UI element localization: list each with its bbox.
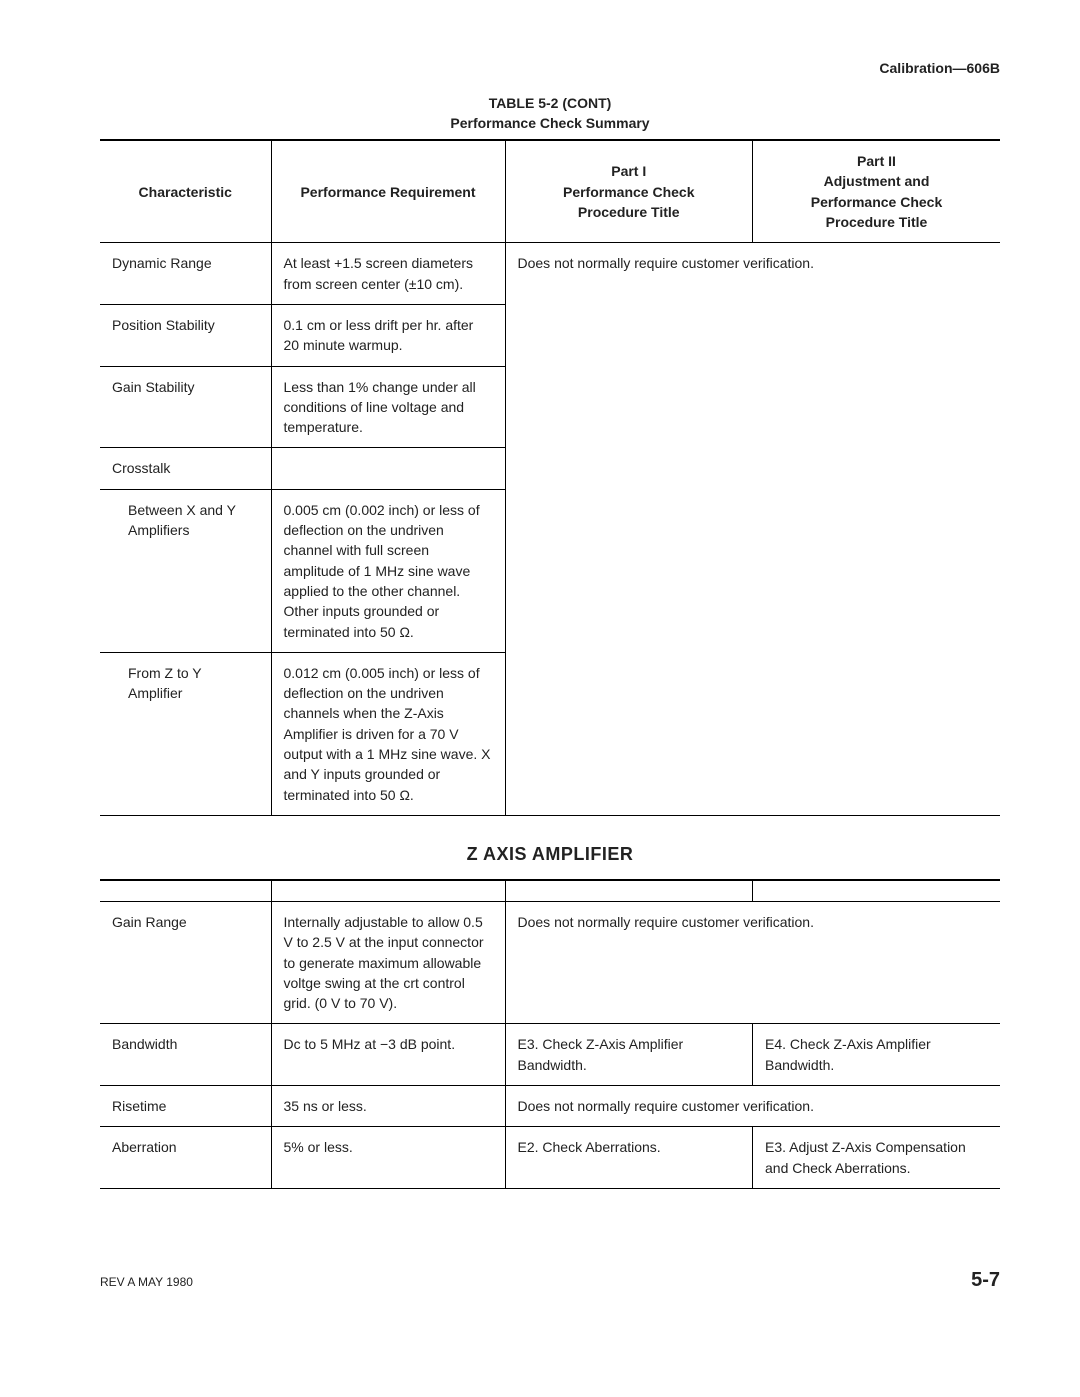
requirement-cell: 0.005 cm (0.002 inch) or less of deflect… xyxy=(271,489,505,652)
table-title-line1: TABLE 5-2 (CONT) xyxy=(489,95,612,111)
document-header: Calibration—606B xyxy=(100,60,1000,76)
characteristic-cell: Gain Stability xyxy=(100,366,271,448)
part1-cell: E3. Check Z-Axis Amplifier Bandwidth. xyxy=(505,1024,753,1086)
part1-cell: E2. Check Aberrations. xyxy=(505,1127,753,1189)
characteristic-cell: Bandwidth xyxy=(100,1024,271,1086)
requirement-cell: Internally adjustable to allow 0.5 V to … xyxy=(271,901,505,1023)
col-header-part1: Part I Performance Check Procedure Title xyxy=(505,140,753,243)
table-title: TABLE 5-2 (CONT) Performance Check Summa… xyxy=(100,94,1000,133)
table-title-line2: Performance Check Summary xyxy=(450,115,649,131)
requirement-cell xyxy=(271,448,505,489)
performance-table-b: Gain RangeInternally adjustable to allow… xyxy=(100,879,1000,1189)
requirement-cell: 35 ns or less. xyxy=(271,1085,505,1126)
characteristic-cell: From Z to Y Amplifier xyxy=(100,652,271,815)
verification-cell: Does not normally require customer verif… xyxy=(505,243,1000,816)
footer-rev: REV A MAY 1980 xyxy=(100,1275,193,1289)
part2-cell: E3. Adjust Z-Axis Compensation and Check… xyxy=(753,1127,1001,1189)
col-header-requirement: Performance Requirement xyxy=(271,140,505,243)
requirement-cell: Dc to 5 MHz at −3 dB point. xyxy=(271,1024,505,1086)
requirement-cell: 0.1 cm or less drift per hr. after 20 mi… xyxy=(271,304,505,366)
table-row: Risetime35 ns or less.Does not normally … xyxy=(100,1085,1000,1126)
verification-cell: Does not normally require customer verif… xyxy=(505,901,1000,1023)
page-number: 5-7 xyxy=(971,1269,1000,1292)
characteristic-cell: Aberration xyxy=(100,1127,271,1189)
characteristic-cell: Position Stability xyxy=(100,304,271,366)
characteristic-cell: Dynamic Range xyxy=(100,243,271,305)
requirement-cell: 0.012 cm (0.005 inch) or less of deflect… xyxy=(271,652,505,815)
page-footer: REV A MAY 1980 5-7 xyxy=(100,1269,1000,1292)
part2-cell: E4. Check Z-Axis Amplifier Bandwidth. xyxy=(753,1024,1001,1086)
table-row: Gain RangeInternally adjustable to allow… xyxy=(100,901,1000,1023)
requirement-cell: Less than 1% change under all conditions… xyxy=(271,366,505,448)
characteristic-cell: Risetime xyxy=(100,1085,271,1126)
performance-table-a: Characteristic Performance Requirement P… xyxy=(100,139,1000,816)
col-header-part2: Part II Adjustment and Performance Check… xyxy=(753,140,1001,243)
requirement-cell: 5% or less. xyxy=(271,1127,505,1189)
requirement-cell: At least +1.5 screen diameters from scre… xyxy=(271,243,505,305)
table-row: BandwidthDc to 5 MHz at −3 dB point.E3. … xyxy=(100,1024,1000,1086)
col-header-characteristic: Characteristic xyxy=(100,140,271,243)
characteristic-cell: Crosstalk xyxy=(100,448,271,489)
z-axis-heading: Z AXIS AMPLIFIER xyxy=(100,844,1000,865)
characteristic-cell: Gain Range xyxy=(100,901,271,1023)
table-row: Aberration5% or less.E2. Check Aberratio… xyxy=(100,1127,1000,1189)
characteristic-cell: Between X and Y Amplifiers xyxy=(100,489,271,652)
verification-cell: Does not normally require customer verif… xyxy=(505,1085,1000,1126)
table-row: Dynamic RangeAt least +1.5 screen diamet… xyxy=(100,243,1000,305)
